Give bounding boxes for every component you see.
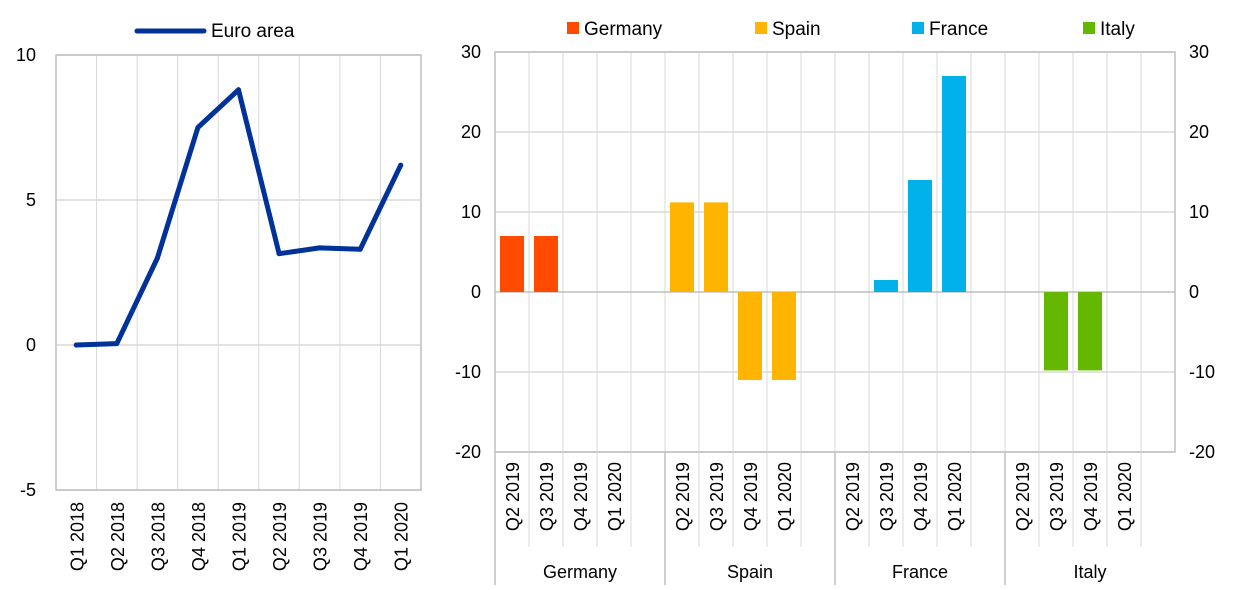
right-quarter-label: Q2 2019 — [843, 462, 863, 531]
right-quarter-label: Q2 2019 — [673, 462, 693, 531]
right-y-tick-label-left: 20 — [461, 122, 481, 142]
right-y-tick-label-right: -10 — [1189, 362, 1215, 382]
legend-italy-label: Italy — [1100, 19, 1135, 40]
right-quarter-label: Q4 2019 — [741, 462, 761, 531]
euro-area-point — [276, 251, 282, 257]
left-x-tick-label: Q4 2019 — [351, 502, 371, 571]
left-x-tick-label: Q1 2020 — [392, 502, 412, 571]
legend-euro-area-label: Euro area — [211, 21, 295, 42]
legend-spain-swatch — [755, 22, 767, 34]
group-label-italy: Italy — [1073, 562, 1106, 582]
left-x-tick-label: Q4 2018 — [189, 502, 209, 571]
left-y-tick-label: -5 — [20, 480, 36, 500]
legend-france-label: France — [929, 19, 988, 40]
right-quarter-label: Q4 2019 — [1081, 462, 1101, 531]
bar-italy — [1078, 292, 1102, 371]
left-y-tick-label: 10 — [16, 45, 36, 65]
right-quarter-label: Q1 2020 — [605, 462, 625, 531]
bar-germany — [500, 236, 524, 292]
right-quarter-label: Q3 2019 — [1047, 462, 1067, 531]
legend-germany-label: Germany — [584, 19, 663, 40]
group-label-spain: Spain — [727, 562, 773, 582]
right-y-tick-label-left: -10 — [455, 362, 481, 382]
right-y-tick-label-left: 10 — [461, 202, 481, 222]
euro-area-point — [236, 87, 241, 93]
right-quarter-label: Q1 2020 — [1115, 462, 1135, 531]
group-label-germany: Germany — [543, 562, 617, 582]
left-plot-frame — [55, 54, 422, 491]
bar-france — [908, 180, 932, 292]
euro-area-point — [195, 125, 201, 130]
bar-italy — [1044, 292, 1068, 371]
legend-spain-label: Spain — [772, 19, 821, 40]
right-quarter-label: Q3 2019 — [537, 462, 557, 531]
euro-area-point — [154, 255, 160, 261]
right-y-tick-label-right: 30 — [1189, 42, 1209, 62]
right-y-tick-label-right: 10 — [1189, 202, 1209, 222]
right-quarter-label: Q4 2019 — [911, 462, 931, 531]
legend-italy-swatch — [1083, 22, 1095, 34]
bar-france — [942, 76, 966, 292]
right-y-tick-label-right: 0 — [1189, 282, 1199, 302]
bar-france — [874, 280, 898, 292]
bar-germany — [534, 236, 558, 292]
right-y-tick-label-left: -20 — [455, 442, 481, 462]
bar-spain — [738, 292, 762, 380]
euro-area-point — [317, 245, 323, 251]
right-quarter-label: Q1 2020 — [945, 462, 965, 531]
right-quarter-label: Q2 2019 — [1013, 462, 1033, 531]
euro-area-point — [398, 162, 404, 168]
left-y-tick-label: 0 — [26, 335, 36, 355]
legend-france-swatch — [912, 22, 924, 34]
right-y-tick-label-right: -20 — [1189, 442, 1215, 462]
left-x-tick-label: Q1 2018 — [67, 502, 87, 571]
right-quarter-label: Q2 2019 — [503, 462, 523, 531]
right-y-tick-label-right: 20 — [1189, 122, 1209, 142]
left-y-tick-label: 5 — [26, 190, 36, 210]
bar-spain — [704, 202, 728, 292]
left-x-tick-label: Q1 2019 — [230, 502, 250, 571]
right-quarter-label: Q4 2019 — [571, 462, 591, 531]
left-x-tick-label: Q2 2018 — [108, 502, 128, 571]
right-quarter-label: Q3 2019 — [707, 462, 727, 531]
left-x-tick-label: Q2 2019 — [270, 502, 290, 571]
right-quarter-label: Q3 2019 — [877, 462, 897, 531]
group-label-france: France — [892, 562, 948, 582]
euro-area-point — [357, 246, 363, 252]
left-x-tick-label: Q3 2018 — [148, 502, 168, 571]
euro-area-point — [73, 342, 79, 348]
bar-spain — [772, 292, 796, 380]
left-x-tick-label: Q3 2019 — [311, 502, 331, 571]
right-quarter-label: Q1 2020 — [775, 462, 795, 531]
right-y-tick-label-left: 30 — [461, 42, 481, 62]
legend-germany-swatch — [567, 22, 579, 34]
bar-spain — [670, 202, 694, 292]
euro-area-point — [114, 341, 120, 347]
euro-area-line — [73, 87, 404, 348]
right-y-tick-label-left: 0 — [471, 282, 481, 302]
